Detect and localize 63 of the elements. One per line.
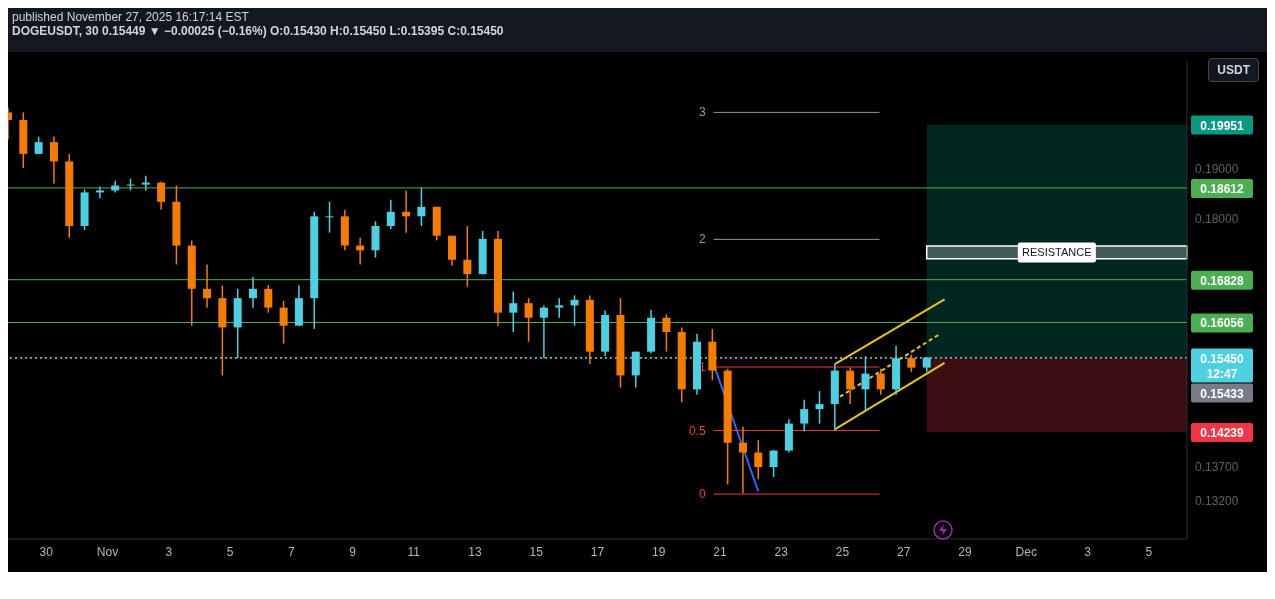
x-tick-label: 19: [652, 544, 666, 559]
candlestick: [524, 297, 533, 343]
x-tick-label: 21: [713, 544, 727, 559]
x-tick-label: 3: [1084, 544, 1092, 559]
x-tick-label: 17: [590, 544, 605, 559]
candlestick: [203, 263, 212, 309]
x-tick-label: 13: [468, 544, 482, 559]
candlestick: [264, 284, 273, 314]
x-tick-label: 15: [529, 544, 544, 559]
x-tick-label: Dec: [1015, 544, 1037, 559]
ref-line-label: 0.16828: [1200, 273, 1245, 288]
x-tick-label: 7: [287, 544, 295, 559]
series-label: 0: [698, 487, 706, 502]
series-label: 1: [698, 360, 706, 375]
candlestick: [800, 399, 809, 432]
candlestick: [325, 201, 334, 234]
candlestick: [49, 135, 58, 185]
candlestick: [141, 175, 150, 192]
x-tick-label: 27: [897, 544, 911, 559]
candlestick: [509, 290, 518, 333]
candlestick: [876, 368, 885, 396]
candlestick: [846, 366, 855, 405]
band-label: RESISTANCE: [1022, 246, 1092, 259]
text: published November 27, 2025 16:17:14 EST: [12, 10, 250, 24]
candlestick: [248, 276, 257, 309]
x-tick-label: 9: [349, 544, 357, 559]
x-tick-label: 5: [226, 544, 234, 559]
y-tick-label: 0.18000: [1195, 211, 1239, 226]
y-tick-label: 0.19000: [1195, 162, 1239, 177]
y-axis-title: USDT: [1208, 58, 1259, 82]
candlestick: [738, 425, 747, 495]
candlestick: [95, 185, 104, 200]
candlestick: [157, 180, 166, 211]
y-tick-label: 0.13200: [1195, 494, 1239, 509]
candlestick: [417, 186, 426, 227]
x-tick-label: 29: [958, 544, 972, 559]
series-label: 3: [698, 105, 706, 120]
candlestick: [555, 297, 564, 319]
x-tick-label: 30: [39, 544, 54, 559]
band-label: 0.19951: [1200, 118, 1245, 133]
ref-line-label: 0.18612: [1200, 181, 1245, 196]
y-tick-label: 0.13700: [1195, 460, 1239, 475]
ref-line-label: 0.16056: [1200, 316, 1245, 331]
candlestick: [279, 300, 288, 345]
band-label: 0.14239: [1200, 425, 1245, 440]
candlestick: [662, 313, 671, 353]
candlestick: [769, 449, 778, 478]
series-label: 2: [698, 232, 706, 247]
x-tick-label: 3: [165, 544, 173, 559]
x-tick-label: 11: [407, 544, 421, 559]
candlestick: [815, 390, 824, 425]
x-tick-label: 23: [774, 544, 789, 559]
ref-line-label: 0.15433: [1200, 386, 1245, 401]
ref-line-label: 0.15450 12:47: [1200, 351, 1245, 381]
candlestick: [570, 294, 579, 327]
x-tick-label: Nov: [96, 544, 119, 559]
x-tick-label: 5: [1145, 544, 1153, 559]
x-tick-label: 25: [835, 544, 850, 559]
candlestick: [386, 199, 395, 230]
series-label: 0.5: [688, 423, 706, 438]
candlestick: [463, 225, 472, 288]
chart-title: DOGEUSDT, 30 0.15449 ▼ −0.00025 (−0.16%) O:0.15430 H:0.15450 L:0.15395 C:0.15450: [12, 24, 505, 38]
candlestick: [754, 439, 763, 480]
